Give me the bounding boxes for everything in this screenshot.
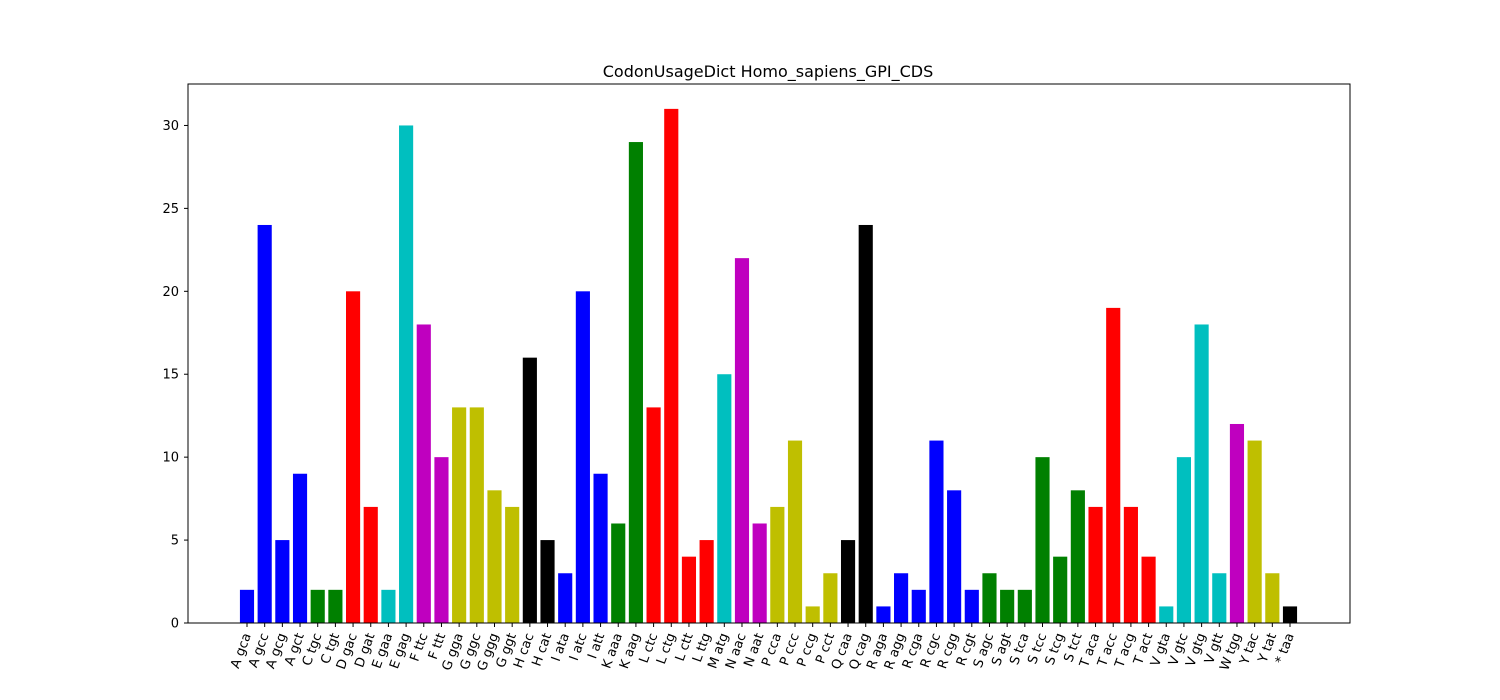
bar-r-agg xyxy=(894,573,909,623)
y-tick-label: 5 xyxy=(171,534,179,549)
bar-p-ccg xyxy=(805,606,820,623)
bar-h-cac xyxy=(522,357,537,623)
bar-i-ata xyxy=(558,573,573,623)
bar-r-cga xyxy=(911,589,926,623)
bar-w-tgg xyxy=(1229,423,1245,623)
bar-g-ggc xyxy=(469,407,484,623)
bar-s-tct xyxy=(1070,490,1085,623)
plot-frame xyxy=(187,83,1351,624)
bar-t-aca xyxy=(1088,506,1103,623)
bar-p-cct xyxy=(823,573,838,623)
bar-s-agc xyxy=(982,573,997,623)
bar-l-ctt xyxy=(681,556,697,623)
bar-stop-taa xyxy=(1282,606,1298,623)
bar-r-cgg xyxy=(947,490,962,623)
y-tick-label: 0 xyxy=(171,617,179,632)
chart-title: CodonUsageDict Homo_sapiens_GPI_CDS xyxy=(603,62,934,82)
bar-p-cca xyxy=(770,506,785,623)
bar-d-gac xyxy=(346,291,361,623)
bar-f-ttc xyxy=(416,324,431,623)
bar-v-gtg xyxy=(1194,324,1209,623)
bar-e-gag xyxy=(399,125,414,624)
y-tick-label: 10 xyxy=(162,451,179,466)
bar-k-aag xyxy=(628,142,643,624)
bar-g-ggt xyxy=(505,506,520,623)
y-tick-label: 30 xyxy=(162,119,179,134)
bar-g-ggg xyxy=(487,490,502,623)
bar-v-gtt xyxy=(1212,573,1227,623)
bar-i-atc xyxy=(575,291,590,623)
bar-i-att xyxy=(593,473,608,623)
bar-r-cgc xyxy=(929,440,944,623)
bar-r-aga xyxy=(876,606,891,623)
y-tick-label: 15 xyxy=(162,368,179,383)
bar-c-tgc xyxy=(310,589,325,623)
bar-g-gga xyxy=(452,407,467,623)
bar-d-gat xyxy=(363,506,378,623)
bar-f-ttt xyxy=(434,457,449,623)
bar-n-aat xyxy=(752,523,767,623)
y-axis: 0 5 10 15 20 25 30 xyxy=(162,119,188,632)
bar-t-acg xyxy=(1123,506,1138,623)
bar-n-aac xyxy=(734,258,750,623)
bar-s-tca xyxy=(1017,589,1032,623)
bar-l-ctg xyxy=(664,108,679,623)
bar-c-tgt xyxy=(328,589,343,623)
y-tick-label: 25 xyxy=(162,202,179,217)
bar-l-ctc xyxy=(646,407,661,623)
bar-a-gca xyxy=(239,589,255,623)
y-tick-label: 20 xyxy=(162,285,179,300)
bar-k-aaa xyxy=(611,523,626,623)
bar-r-cgt xyxy=(964,589,979,623)
bar-m-atg xyxy=(717,374,732,623)
bar-h-cat xyxy=(540,540,555,623)
bar-v-gtc xyxy=(1176,457,1191,623)
bar-e-gaa xyxy=(381,589,396,623)
bar-p-ccc xyxy=(787,440,803,623)
bar-v-gta xyxy=(1159,606,1174,623)
bar-s-tcg xyxy=(1053,556,1068,623)
bar-q-cag xyxy=(858,224,873,623)
bar-t-act xyxy=(1141,556,1156,623)
bar-q-caa xyxy=(840,540,856,623)
bar-a-gct xyxy=(292,473,308,623)
bars-group xyxy=(239,108,1298,624)
bar-a-gcg xyxy=(275,540,290,623)
bar-a-gcc xyxy=(257,224,272,623)
bar-l-ttg xyxy=(699,540,714,623)
bar-t-acc xyxy=(1106,307,1121,623)
bar-s-tcc xyxy=(1035,457,1050,623)
bar-y-tat xyxy=(1265,573,1280,623)
bar-s-agt xyxy=(1000,589,1015,623)
bar-y-tac xyxy=(1247,440,1262,623)
